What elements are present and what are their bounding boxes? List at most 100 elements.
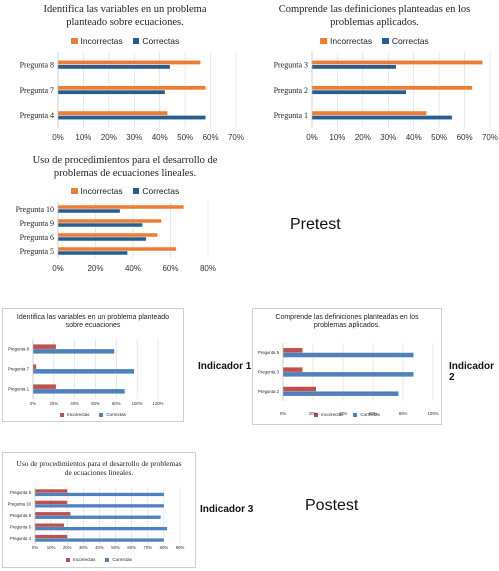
x-tick-label: 20% bbox=[50, 401, 59, 406]
bar-incorrectas bbox=[35, 489, 68, 493]
bar-correctas bbox=[33, 389, 125, 394]
x-tick-label: 30% bbox=[79, 545, 88, 550]
legend-swatch bbox=[99, 412, 104, 417]
legend-item: Incorrectas bbox=[60, 412, 89, 417]
chart-title: Identifica las variables en un problema … bbox=[43, 4, 207, 28]
chart-legend: Incorrectas Correctas bbox=[0, 36, 250, 46]
bar-incorrectas bbox=[33, 364, 37, 369]
x-tick-label: 70% bbox=[143, 545, 152, 550]
category-label: Pregunta 10 bbox=[8, 502, 32, 507]
legend-label: Correctas bbox=[142, 186, 180, 196]
bar-incorrectas bbox=[33, 384, 56, 389]
x-tick-label: 60% bbox=[162, 264, 178, 273]
x-tick-label: 50% bbox=[177, 133, 193, 142]
bar-correctas bbox=[58, 209, 120, 213]
category-label: Pregunta 7 bbox=[8, 367, 30, 372]
x-tick-label: 0% bbox=[32, 545, 38, 550]
category-label: Pregunta 8 bbox=[8, 347, 30, 352]
x-tick-label: 40% bbox=[95, 545, 104, 550]
category-label: Pregunta 1 bbox=[8, 387, 30, 392]
legend-swatch bbox=[132, 187, 140, 195]
legend-swatch bbox=[320, 37, 328, 45]
bar-incorrectas bbox=[58, 85, 206, 90]
category-label: Pregunta 9 bbox=[20, 219, 54, 228]
bar-correctas bbox=[312, 90, 407, 95]
chart-title: Uso de procedimientos para el desarrollo… bbox=[16, 459, 182, 477]
legend-swatch bbox=[382, 37, 389, 45]
legend-item: Incorrectas bbox=[70, 36, 123, 46]
category-label: Pregunta 7 bbox=[20, 86, 54, 95]
bar-incorrectas bbox=[35, 534, 68, 539]
x-tick-label: 60% bbox=[91, 401, 100, 406]
bar-correctas bbox=[283, 352, 414, 358]
x-tick-label: 20% bbox=[309, 411, 318, 416]
legend-label: Incorrectas bbox=[321, 412, 344, 417]
bar-incorrectas bbox=[58, 111, 168, 116]
bar-correctas bbox=[312, 115, 452, 120]
bar-correctas bbox=[35, 515, 161, 519]
x-tick-label: 10% bbox=[75, 133, 91, 142]
legend-label: Correctas bbox=[360, 412, 380, 417]
x-tick-label: 0% bbox=[306, 133, 318, 142]
legend-item: Correctas bbox=[353, 412, 380, 417]
bar-incorrectas bbox=[58, 219, 162, 223]
category-label: Pregunta 2 bbox=[274, 86, 308, 95]
legend-label: Incorrectas bbox=[330, 36, 373, 46]
legend-item: Correctas bbox=[105, 557, 132, 562]
chart-title: Comprende las definiciones planteadas en… bbox=[278, 4, 471, 28]
category-label: Pregunta 8 bbox=[20, 60, 54, 69]
indicador-1-label: Indicador 1 bbox=[198, 361, 252, 372]
legend-label: Correctas bbox=[106, 412, 126, 417]
x-tick-label: 50% bbox=[431, 133, 447, 142]
chart-plot: 0% 10% 20% 30% 40% 50% 60% 70% Pregunta 3 Pregunt… bbox=[274, 52, 498, 142]
x-tick-label: 30% bbox=[126, 133, 142, 142]
pretest-label: Pretest bbox=[290, 216, 341, 233]
category-label: Pregunta 5 bbox=[20, 247, 54, 256]
postest-chart-variables: Identifica las variables en un problema … bbox=[2, 308, 184, 422]
bar-correctas bbox=[35, 538, 164, 542]
bar-correctas bbox=[58, 251, 128, 255]
pretest-chart-definiciones: Comprende las definiciones planteadas en… bbox=[250, 0, 499, 150]
bar-correctas bbox=[35, 504, 164, 508]
chart-title: Identifica las variables en un problema … bbox=[16, 314, 170, 330]
postest-label: Postest bbox=[305, 497, 359, 514]
chart-plot: 0% 20% 40% 60% 80% 100% 120% Pregunta 8 Pregunta… bbox=[8, 339, 164, 406]
x-tick-label: 60% bbox=[127, 545, 136, 550]
chart-title: Comprende las definiciones planteadas en… bbox=[275, 314, 419, 330]
chart-legend: Incorrectas Correctas bbox=[253, 412, 441, 417]
legend-item: Incorrectas bbox=[314, 412, 343, 417]
legend-swatch bbox=[60, 412, 65, 417]
indicador-2-label: Indicador 2 bbox=[449, 361, 495, 383]
category-label: Pregunta 6 bbox=[20, 233, 54, 242]
x-tick-label: 40% bbox=[70, 401, 79, 406]
x-tick-label: 90% bbox=[176, 545, 185, 550]
chart-plot: 0% 10% 20% 30% 40% 50% 60% 70% 80% 90% Pregunta 9 P… bbox=[8, 487, 185, 550]
x-tick-label: 20% bbox=[63, 545, 72, 550]
bar-correctas bbox=[283, 391, 399, 396]
chart-legend: Incorrectas Correctas bbox=[3, 412, 183, 417]
x-tick-label: 60% bbox=[203, 133, 219, 142]
indicador-3-label: Indicador 3 bbox=[200, 504, 254, 515]
legend-item: Incorrectas bbox=[66, 557, 95, 562]
x-tick-label: 10% bbox=[329, 133, 345, 142]
bar-correctas bbox=[33, 349, 115, 354]
x-tick-label: 80% bbox=[399, 411, 408, 416]
bar-incorrectas bbox=[35, 523, 64, 527]
legend-swatch bbox=[132, 37, 140, 45]
legend-item: Correctas bbox=[132, 36, 179, 46]
chart-title: Uso de procedimientos para el desarrollo… bbox=[32, 155, 218, 179]
bar-incorrectas bbox=[283, 348, 303, 353]
pretest-chart-procedimientos: Uso de procedimientos para el desarrollo… bbox=[0, 150, 250, 285]
x-tick-label: 20% bbox=[355, 133, 371, 142]
category-label: Pregunta 10 bbox=[16, 205, 54, 214]
legend-swatch bbox=[70, 187, 78, 195]
x-tick-label: 80% bbox=[200, 264, 216, 273]
legend-label: Incorrectas bbox=[67, 412, 90, 417]
category-label: Pregunta 4 bbox=[20, 111, 54, 120]
x-tick-label: 100% bbox=[428, 411, 439, 416]
category-label: Pregunta 9 bbox=[10, 490, 32, 495]
x-tick-label: 0% bbox=[30, 401, 36, 406]
x-tick-label: 120% bbox=[153, 401, 164, 406]
category-label: Pregunta 1 bbox=[274, 111, 308, 120]
bar-incorrectas bbox=[312, 60, 483, 65]
